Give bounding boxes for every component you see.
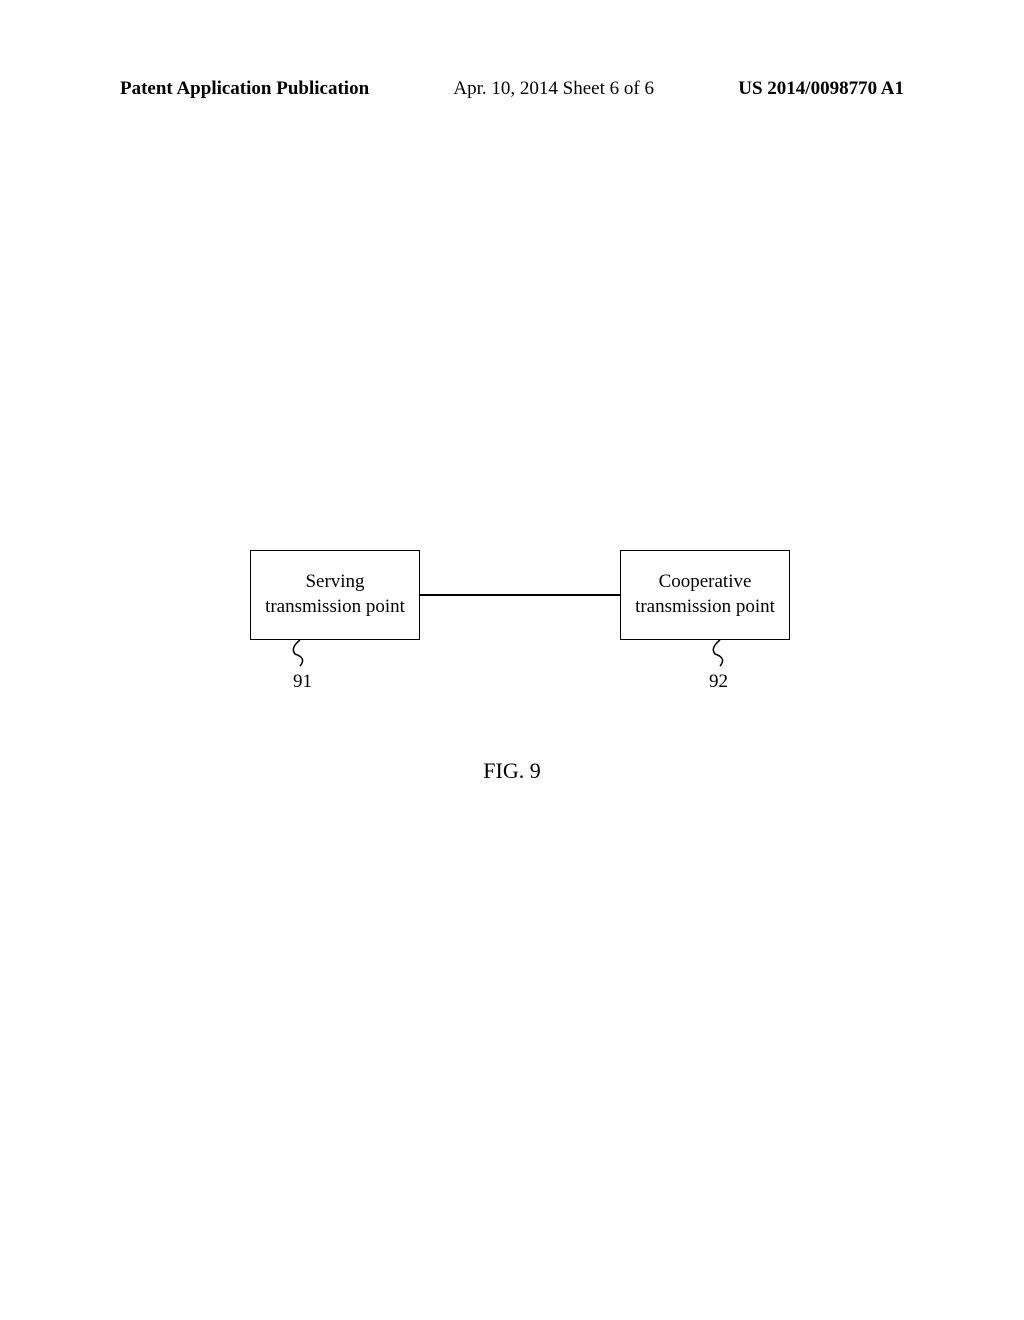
header-date-sheet: Apr. 10, 2014 Sheet 6 of 6 bbox=[453, 78, 654, 100]
cooperative-transmission-label: Cooperative transmission point bbox=[633, 570, 777, 619]
serving-transmission-box: Serving transmission point bbox=[250, 550, 420, 640]
callout-hook-icon bbox=[705, 640, 735, 668]
page-header: Patent Application Publication Apr. 10, … bbox=[0, 78, 1024, 100]
header-publication-type: Patent Application Publication bbox=[120, 78, 369, 100]
figure-diagram: Serving transmission point Cooperative t… bbox=[250, 550, 790, 750]
header-patent-number: US 2014/0098770 A1 bbox=[738, 78, 904, 100]
cooperative-transmission-box: Cooperative transmission point bbox=[620, 550, 790, 640]
serving-transmission-label: Serving transmission point bbox=[263, 570, 407, 619]
reference-number-left: 91 bbox=[293, 671, 312, 693]
callout-hook-icon bbox=[285, 640, 315, 668]
connector-line bbox=[420, 594, 620, 596]
reference-number-right: 92 bbox=[709, 671, 728, 693]
figure-caption: FIG. 9 bbox=[0, 758, 1024, 784]
